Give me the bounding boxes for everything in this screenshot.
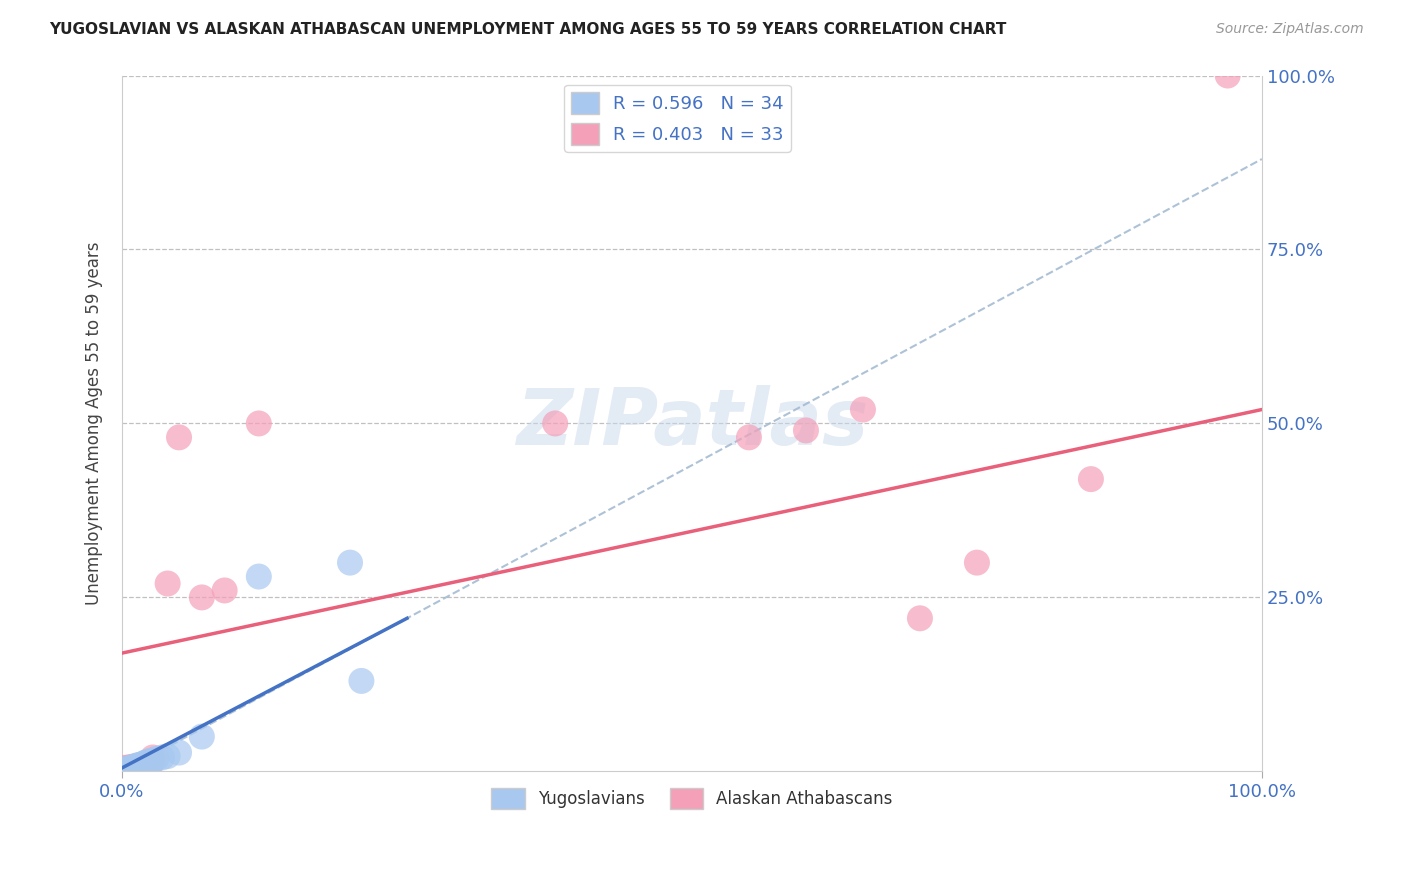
Point	[121, 762, 143, 776]
Point	[115, 763, 138, 777]
Point	[117, 762, 139, 776]
Point	[127, 758, 149, 772]
Point	[136, 755, 159, 769]
Point	[966, 556, 988, 570]
Point	[156, 576, 179, 591]
Point	[350, 673, 373, 688]
Point	[120, 761, 142, 775]
Point	[132, 756, 155, 771]
Point	[167, 430, 190, 444]
Point	[118, 761, 141, 775]
Point	[129, 758, 152, 772]
Point	[125, 759, 148, 773]
Point	[247, 417, 270, 431]
Legend: Yugoslavians, Alaskan Athabascans: Yugoslavians, Alaskan Athabascans	[485, 781, 900, 815]
Point	[120, 761, 142, 775]
Point	[125, 761, 148, 775]
Point	[852, 402, 875, 417]
Point	[544, 417, 567, 431]
Point	[247, 569, 270, 583]
Point	[156, 749, 179, 764]
Point	[114, 762, 136, 776]
Text: YUGOSLAVIAN VS ALASKAN ATHABASCAN UNEMPLOYMENT AMONG AGES 55 TO 59 YEARS CORRELA: YUGOSLAVIAN VS ALASKAN ATHABASCAN UNEMPL…	[49, 22, 1007, 37]
Point	[125, 759, 148, 773]
Point	[139, 757, 162, 772]
Point	[131, 759, 153, 773]
Point	[118, 762, 141, 776]
Point	[134, 756, 156, 770]
Point	[118, 762, 141, 776]
Point	[139, 754, 162, 768]
Point	[114, 762, 136, 776]
Point	[122, 759, 145, 773]
Point	[214, 583, 236, 598]
Point	[1216, 69, 1239, 83]
Point	[121, 760, 143, 774]
Point	[908, 611, 931, 625]
Text: Source: ZipAtlas.com: Source: ZipAtlas.com	[1216, 22, 1364, 37]
Point	[131, 757, 153, 772]
Point	[117, 762, 139, 776]
Point	[118, 760, 141, 774]
Point	[122, 760, 145, 774]
Point	[136, 759, 159, 773]
Point	[131, 759, 153, 773]
Text: ZIPatlas: ZIPatlas	[516, 385, 868, 461]
Y-axis label: Unemployment Among Ages 55 to 59 years: Unemployment Among Ages 55 to 59 years	[86, 242, 103, 605]
Point	[112, 763, 135, 777]
Point	[1080, 472, 1102, 486]
Point	[142, 750, 165, 764]
Point	[135, 756, 157, 770]
Point	[145, 752, 167, 766]
Point	[191, 591, 214, 605]
Point	[125, 759, 148, 773]
Point	[124, 760, 146, 774]
Point	[118, 762, 141, 776]
Point	[117, 762, 139, 776]
Point	[191, 730, 214, 744]
Point	[112, 761, 135, 775]
Point	[128, 760, 150, 774]
Point	[136, 756, 159, 770]
Point	[339, 556, 361, 570]
Point	[150, 750, 173, 764]
Point	[738, 430, 761, 444]
Point	[142, 753, 165, 767]
Point	[131, 757, 153, 772]
Point	[134, 758, 156, 772]
Point	[138, 758, 160, 772]
Point	[794, 424, 817, 438]
Point	[129, 759, 152, 773]
Point	[167, 746, 190, 760]
Point	[128, 759, 150, 773]
Point	[124, 759, 146, 773]
